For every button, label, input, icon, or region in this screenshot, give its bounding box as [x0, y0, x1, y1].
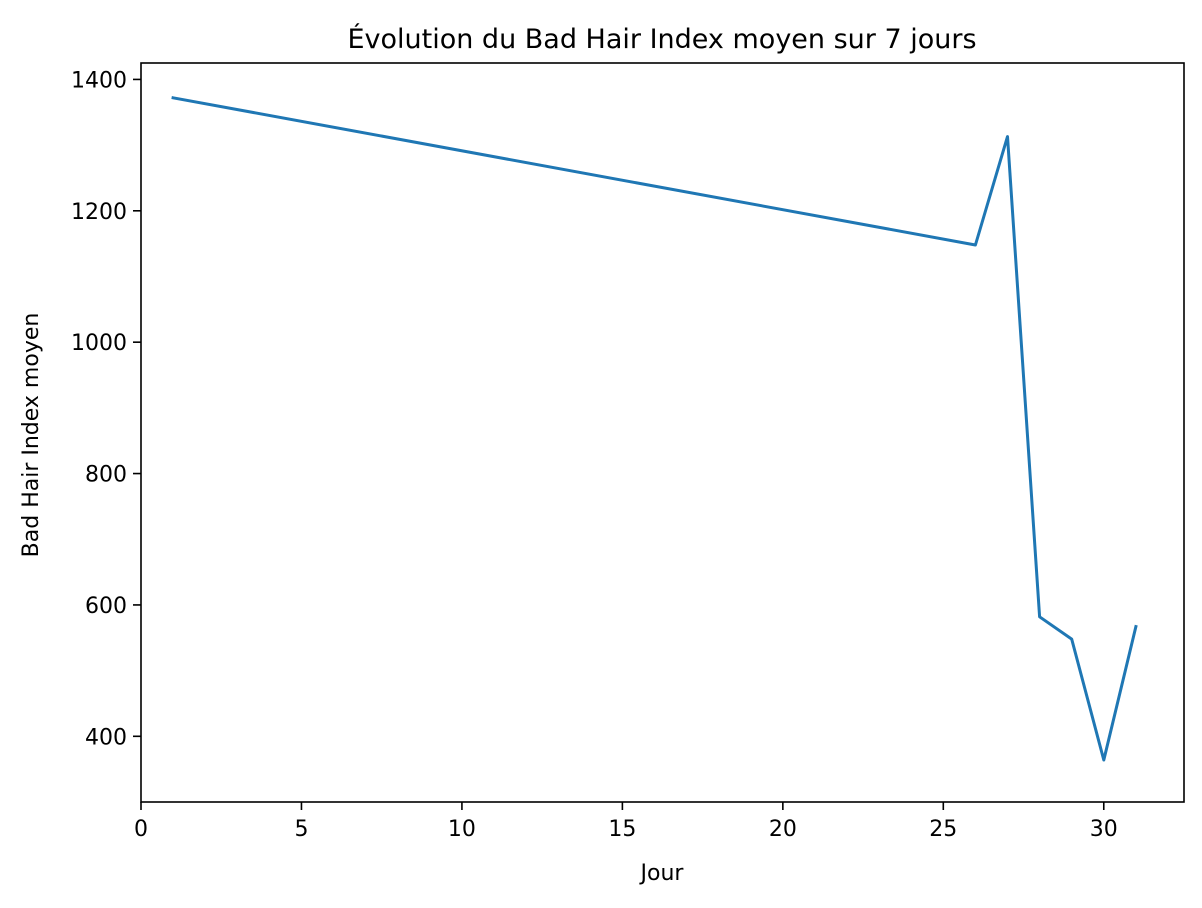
- series-line-0: [171, 96, 1138, 762]
- x-tick-label: 10: [448, 817, 476, 842]
- x-tick-label: 20: [769, 817, 797, 842]
- y-tick-label: 1400: [71, 68, 127, 93]
- y-axis-label: Bad Hair Index moyen: [19, 313, 44, 558]
- y-tick-label: 600: [85, 594, 127, 619]
- x-tick-label: 30: [1090, 817, 1118, 842]
- x-tick-label: 15: [608, 817, 636, 842]
- chart-title: Évolution du Bad Hair Index moyen sur 7 …: [347, 23, 976, 55]
- axes-frame: [140, 62, 1185, 803]
- y-tick-label: 1000: [71, 331, 127, 356]
- x-tick-label: 5: [294, 817, 308, 842]
- y-tick-label: 800: [85, 463, 127, 488]
- x-tick-label: 25: [929, 817, 957, 842]
- y-tick-label: 400: [85, 725, 127, 750]
- x-tick-label: 0: [134, 817, 148, 842]
- plot-area: 0 5 10 15 20 25 30 400 600 800 1000 1200 1400: [71, 62, 1185, 842]
- y-tick-label: 1200: [71, 200, 127, 225]
- x-axis-label: Jour: [639, 861, 685, 886]
